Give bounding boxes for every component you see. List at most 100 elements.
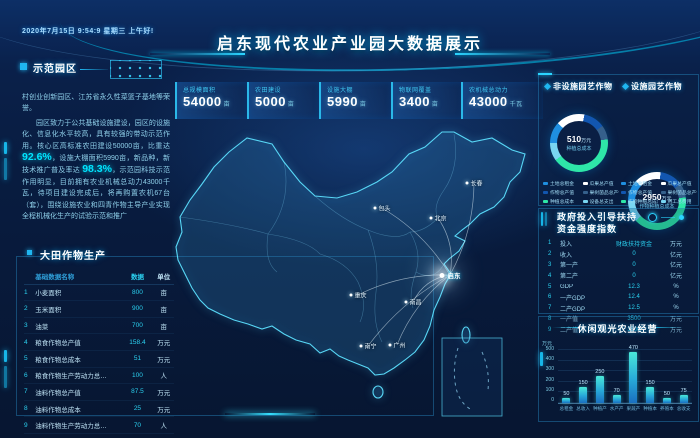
bar	[629, 352, 638, 403]
south-china-sea-inset	[441, 337, 503, 417]
frame-corner-decor	[538, 73, 552, 75]
legend-label: 作物种植总成本	[628, 200, 658, 205]
field-crops-frame	[16, 256, 434, 416]
row-unit: 万元	[669, 328, 682, 335]
city-dot-icon	[429, 216, 433, 220]
gov-table: 1 投入 财政扶持资金 万元 2 收入 0 亿元 3 第一产 0 亿元 4 第二…	[548, 238, 694, 335]
row-value: 0	[632, 272, 636, 279]
y-axis-ticks: 500 400 300 200 100 0	[540, 346, 554, 403]
row-name: 油料作物生产劳动力总…	[35, 423, 107, 431]
row-unit: 万元	[157, 340, 171, 348]
city-marker: 南宁	[359, 342, 377, 351]
bar-item: 150	[643, 380, 657, 403]
province-border	[409, 231, 419, 309]
table-row: 9 油料作物生产劳动力总… 70 人	[24, 417, 174, 434]
demo-park-paragraph-body: 园区致力于公共基础设施建设，园区的设施化、信息化水平较高，具有较强的带动示范作用…	[22, 118, 170, 223]
row-value: 0	[632, 251, 636, 258]
donut-value: 510	[566, 134, 582, 144]
row-name: 油料作物总成本	[35, 406, 81, 414]
stat-unit: 亩	[287, 102, 295, 108]
field-crops-table-body: 1 小麦面积 800 亩 2 玉米面积 900 亩 3 油菜 700 亩 4 粮…	[24, 285, 174, 434]
nine-dash-line	[453, 347, 489, 411]
city-label: 长春	[470, 181, 483, 188]
bar-item: 50	[559, 391, 573, 403]
city-marker: 北京	[429, 214, 447, 223]
table-row: 5 粮食作物总成本 51 万元	[24, 351, 174, 368]
row-unit: 亿元	[669, 252, 682, 259]
stat-label: 农田建设	[255, 88, 282, 94]
province-border	[179, 216, 321, 255]
row-unit: 亿元	[669, 274, 682, 281]
row-name: 粮食作物总产值	[35, 340, 81, 348]
stat-number: 5000	[255, 94, 286, 109]
row-index: 3	[548, 261, 552, 268]
row-index: 2	[24, 305, 28, 313]
gov-table-row: 4 第二产 0 亿元	[548, 270, 694, 281]
facility-legend: 土地总租金 瓜果总产值 作物总产值 果树菌品总产值 作物种植总成本 用工总费用	[621, 180, 697, 205]
title-decor-line-left	[150, 53, 245, 55]
diamond-icon	[621, 82, 630, 91]
legend-swatch	[582, 191, 588, 194]
donut-unit: 万元	[581, 138, 592, 144]
gov-table-row: 5 GDP 12.3 %	[548, 281, 694, 292]
edge-decor-bar	[4, 350, 7, 362]
flight-line	[449, 182, 475, 276]
non-facility-title-text: 非设施园艺作物	[553, 82, 613, 91]
bar-value-label: 470	[628, 345, 638, 352]
leisure-title-line-left	[552, 327, 580, 328]
row-index: 4	[548, 272, 552, 279]
non-facility-donut-chart: 510万元 种植总成本	[550, 114, 608, 172]
bar	[679, 394, 688, 403]
bar	[562, 397, 571, 403]
legend-swatch	[543, 182, 548, 185]
x-tick-label: 养殖本	[659, 406, 674, 411]
stat-number: 54000	[183, 94, 222, 109]
gov-table-row: 3 第一产 0 亿元	[548, 260, 694, 271]
donut-center: 510万元 种植总成本	[557, 121, 601, 165]
province-border	[319, 253, 364, 323]
legend-item: 作物总产值	[621, 189, 658, 196]
stat-card: 设施大棚 5990 亩	[319, 82, 391, 119]
stat-label: 农机械总动力	[469, 88, 509, 94]
col-value-header: 数据	[130, 273, 144, 281]
city-dot-icon	[465, 181, 469, 185]
diamond-icon	[543, 82, 552, 91]
city-label: 南昌	[409, 300, 422, 307]
header-band	[0, 0, 700, 64]
city-marker: 广州	[388, 341, 406, 350]
legend-swatch	[660, 182, 666, 185]
stat-number: 43000	[469, 94, 508, 109]
y-tick-label: 500	[545, 346, 554, 352]
field-crops-table-header: 基础数据名称 数据 单位	[24, 268, 174, 285]
province-border	[367, 229, 383, 343]
legend-label: 果树菌品总产值	[589, 191, 620, 196]
row-value: 12.3	[628, 283, 640, 290]
legend-item: 用工总费用	[660, 198, 698, 205]
y-tick-label: 300	[545, 366, 554, 373]
row-unit: %	[673, 305, 679, 312]
city-label: 包头	[378, 206, 391, 213]
row-name: 油料作物总产值	[35, 389, 81, 397]
bar-item: 70	[610, 388, 624, 403]
table-row: 4 粮食作物总产值 158.4 万元	[24, 334, 174, 351]
row-index: 6	[24, 371, 28, 379]
gov-decor-bar	[541, 212, 543, 226]
gov-frame	[538, 208, 699, 314]
legend-swatch	[543, 191, 548, 194]
donut-center-value: 2950万元	[643, 192, 672, 202]
y-tick-label: 0	[551, 396, 554, 403]
donut-center: 2950万元 作物种植总成本	[635, 179, 679, 223]
bar	[662, 397, 671, 403]
donut-center-label: 种植总成本	[566, 146, 592, 152]
row-unit: 万元	[157, 406, 171, 414]
gov-title-line2: 资金强度指数	[557, 224, 618, 234]
stat-card: 物联网覆盖 3400 亩	[391, 82, 463, 119]
row-index: 4	[24, 338, 28, 346]
row-index: 5	[24, 355, 28, 363]
table-row: 8 油料作物总成本 25 万元	[24, 401, 174, 418]
legend-item: 作物种植总成本	[621, 198, 658, 205]
row-index: 3	[24, 322, 28, 330]
gov-table-row: 2 收入 0 亿元	[548, 249, 694, 260]
stat-number: 5990	[327, 94, 358, 109]
y-tick-label: 200	[545, 376, 554, 383]
